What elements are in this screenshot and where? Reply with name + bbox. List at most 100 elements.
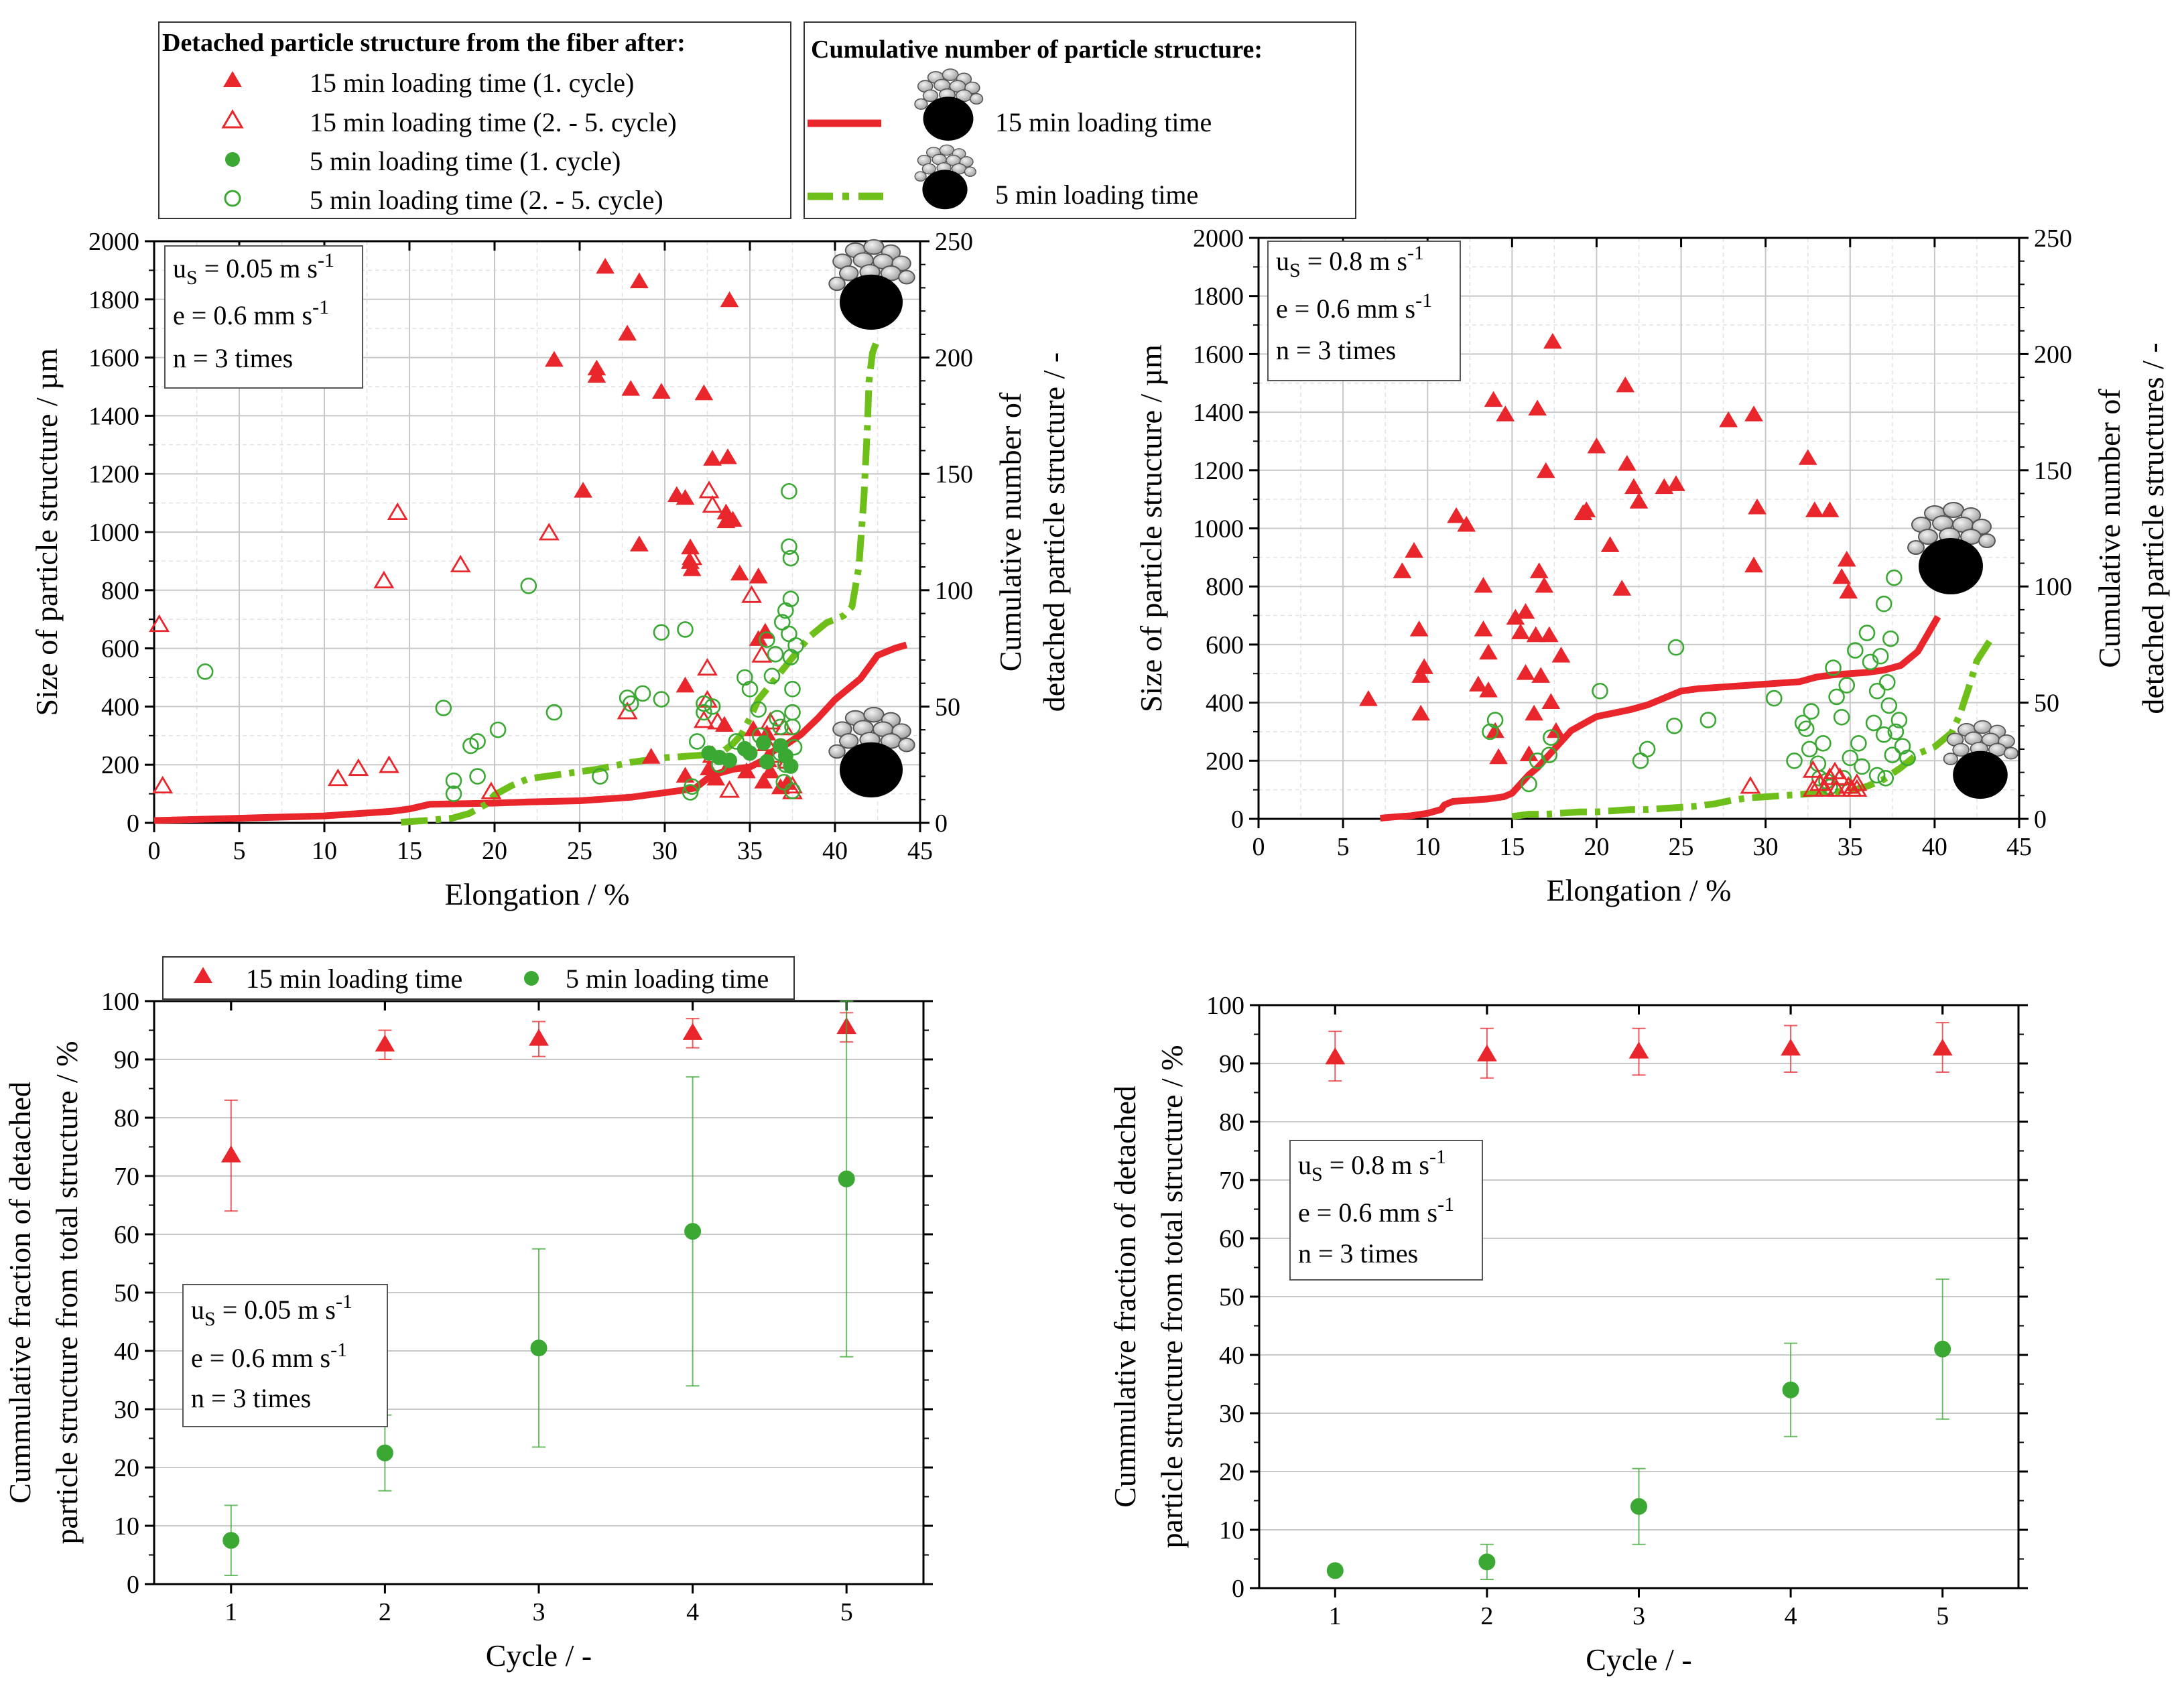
marker-circle-open — [728, 733, 745, 750]
x-tick-label: 5 — [1337, 833, 1350, 861]
y-tick-label: 60 — [1219, 1225, 1244, 1253]
y-tick-label: 90 — [114, 1046, 139, 1074]
x-axis-title: Elongation / % — [1547, 873, 1732, 907]
marker-circle-open — [1850, 734, 1867, 752]
marker-circle-open — [1833, 708, 1850, 726]
cumulative-line-15min — [153, 641, 908, 824]
marker-triangle-filled — [1587, 437, 1606, 454]
x-tick-label: 3 — [1632, 1602, 1645, 1630]
marker-circle-open — [1886, 569, 1903, 586]
marker-circle-open — [1592, 682, 1608, 700]
marker-circle-open — [1847, 642, 1864, 659]
marker-triangle-filled — [1474, 576, 1493, 593]
marker-circle-open — [653, 624, 670, 641]
y-tick-label: 20 — [114, 1454, 139, 1482]
legend-label: 15 min loading time (1. cycle) — [310, 68, 634, 98]
legend-item-5min-cycle2-5: 5 min loading time (2. - 5. cycle) — [224, 185, 663, 215]
marker-triangle-filled — [676, 488, 695, 505]
marker-triangle-open — [480, 781, 502, 799]
series-cir-o — [1482, 569, 1916, 795]
marker-triangle-open — [327, 768, 348, 787]
marker-triangle-filled — [1781, 1038, 1801, 1056]
annotation-elongation-rate: e = 0.6 mm s-1 — [1298, 1193, 1454, 1228]
marker-circle-open — [1880, 697, 1898, 714]
marker-triangle-filled — [754, 772, 773, 789]
legend-cumulative-title: Cumulative number of particle structure: — [811, 36, 1263, 64]
marker-circle-open — [682, 784, 699, 801]
marker-triangle-filled — [1837, 550, 1856, 567]
marker-triangle-open — [1814, 779, 1836, 797]
marker-circle-open — [520, 577, 537, 594]
legend-label: 15 min loading time — [995, 107, 1212, 137]
marker-circle-open — [196, 663, 214, 680]
legend-cumulative: Cumulative number of particle structure:… — [804, 21, 1356, 219]
x-tick-label: 0 — [148, 837, 161, 865]
series-cir-o — [196, 482, 804, 802]
annotation-elongation-rate: e = 0.6 mm s-1 — [1276, 289, 1432, 324]
marker-circle-open — [696, 695, 712, 712]
y2-tick-label: 100 — [2034, 573, 2072, 601]
x-tick-label: 30 — [652, 837, 678, 865]
marker-circle-filled — [222, 1532, 240, 1549]
marker-circle-open — [1838, 677, 1856, 694]
x-tick-label: 1 — [224, 1598, 237, 1626]
annotation-repetitions: n = 3 times — [1276, 335, 1396, 365]
marker-circle-open — [787, 637, 804, 654]
y-tick-label: 50 — [114, 1279, 139, 1307]
y-tick-label: 0 — [127, 809, 139, 838]
x-tick-label: 35 — [737, 837, 763, 865]
series-tri-o — [1740, 760, 1868, 797]
y2-axis-title-line1: Cumulative number of — [993, 392, 1027, 671]
y-tick-label: 40 — [114, 1338, 139, 1366]
marker-triangle-filled — [1551, 646, 1571, 663]
grid — [1259, 1063, 2018, 1530]
y-axis-title: Size of particle structure / µm — [29, 348, 64, 716]
marker-triangle-filled — [574, 481, 592, 498]
chart-elongation-high-velocity: 0 5 10 15 20 25 30 35 40 450200400600800100012001… — [1134, 224, 2170, 907]
marker-circle-open — [763, 667, 781, 685]
y-tick-label: 30 — [1219, 1400, 1244, 1428]
marker-triangle-open — [1826, 779, 1848, 797]
annotation-repetitions: n = 3 times — [1298, 1238, 1418, 1268]
marker-triangle-filled — [749, 568, 768, 584]
marker-triangle-filled — [1539, 626, 1559, 643]
marker-triangle-open — [373, 570, 395, 589]
marker-triangle-open — [707, 712, 728, 730]
marker-triangle-filled — [703, 450, 722, 466]
marker-circle-open — [445, 772, 462, 789]
legend-label: 5 min loading time — [995, 180, 1198, 210]
marker-circle-open — [1797, 720, 1815, 737]
ticks: 0 5 10 15 20 25 30 35 40 450200400600800100012001… — [88, 228, 973, 865]
marker-triangle-open — [741, 585, 762, 603]
marker-triangle-filled — [1543, 332, 1562, 349]
marker-circle-open — [1899, 749, 1916, 767]
y-tick-label: 600 — [101, 635, 139, 663]
marker-triangle-filled — [1511, 623, 1530, 639]
marker-triangle-filled — [1496, 405, 1515, 421]
legend-marker-triangle-open — [221, 109, 244, 129]
marker-circle-open — [1875, 726, 1892, 743]
marker-triangle-open — [379, 755, 399, 773]
y-tick-label: 80 — [114, 1104, 139, 1132]
y-tick-label: 1200 — [88, 460, 139, 488]
marker-triangle-filled — [1531, 667, 1551, 683]
marker-triangle-filled — [1932, 1038, 1953, 1056]
marker-triangle-filled — [723, 511, 743, 527]
marker-circle-open — [1821, 779, 1838, 795]
marker-circle-open — [1868, 767, 1886, 784]
marker-circle-open — [1666, 717, 1683, 734]
marker-circle-open — [688, 733, 706, 750]
marker-triangle-open — [682, 547, 703, 566]
marker-triangle-open — [1838, 776, 1859, 794]
marker-triangle-filled — [1839, 582, 1858, 599]
marker-triangle-filled — [1600, 536, 1620, 552]
annotation-velocity: uS = 0.8 m s-1 — [1276, 242, 1424, 281]
marker-triangle-filled — [1525, 704, 1543, 721]
marker-triangle-filled — [730, 564, 749, 581]
marker-triangle-filled — [1820, 501, 1840, 517]
x-axis-title: Elongation / % — [445, 877, 630, 911]
y2-tick-label: 50 — [935, 693, 960, 721]
marker-triangle-filled — [1489, 748, 1508, 765]
annotation-frame — [164, 245, 363, 389]
